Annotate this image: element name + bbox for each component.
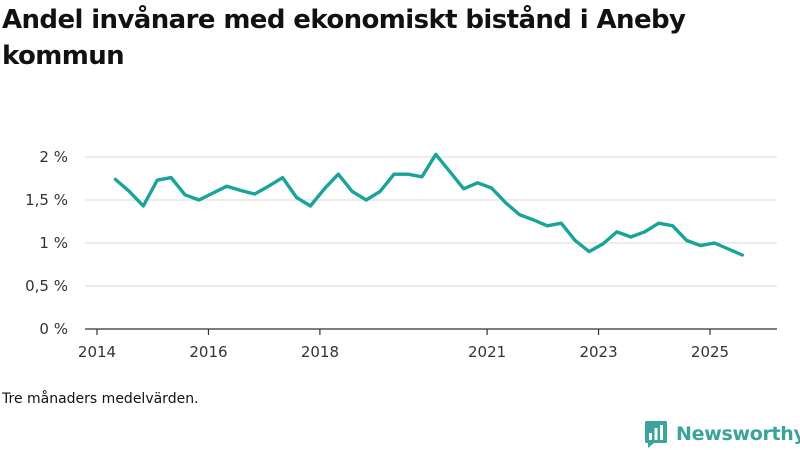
- bar-chart-logo-icon: [645, 421, 667, 448]
- chart-note: Tre månaders medelvärden.: [2, 391, 199, 407]
- newsworthy-logo: Newsworthy: [644, 419, 800, 449]
- series-line: [113, 152, 744, 257]
- y-tick-label: 1 %: [39, 234, 68, 252]
- x-tick-label: 2025: [691, 343, 729, 361]
- y-tick-label: 1,5 %: [25, 191, 68, 209]
- y-tick-label: 0 %: [39, 320, 68, 338]
- chart-title: Andel invånare med ekonomiskt bistånd i …: [2, 5, 686, 71]
- y-tick-label: 2 %: [39, 148, 68, 166]
- brand-name: Newsworthy: [676, 423, 800, 445]
- x-tick-label: 2018: [301, 343, 339, 361]
- x-tick-label: 2014: [78, 343, 116, 361]
- y-tick-label: 0,5 %: [25, 277, 68, 295]
- x-tick-label: 2023: [579, 343, 617, 361]
- x-tick-label: 2021: [468, 343, 506, 361]
- x-tick-label: 2016: [189, 343, 227, 361]
